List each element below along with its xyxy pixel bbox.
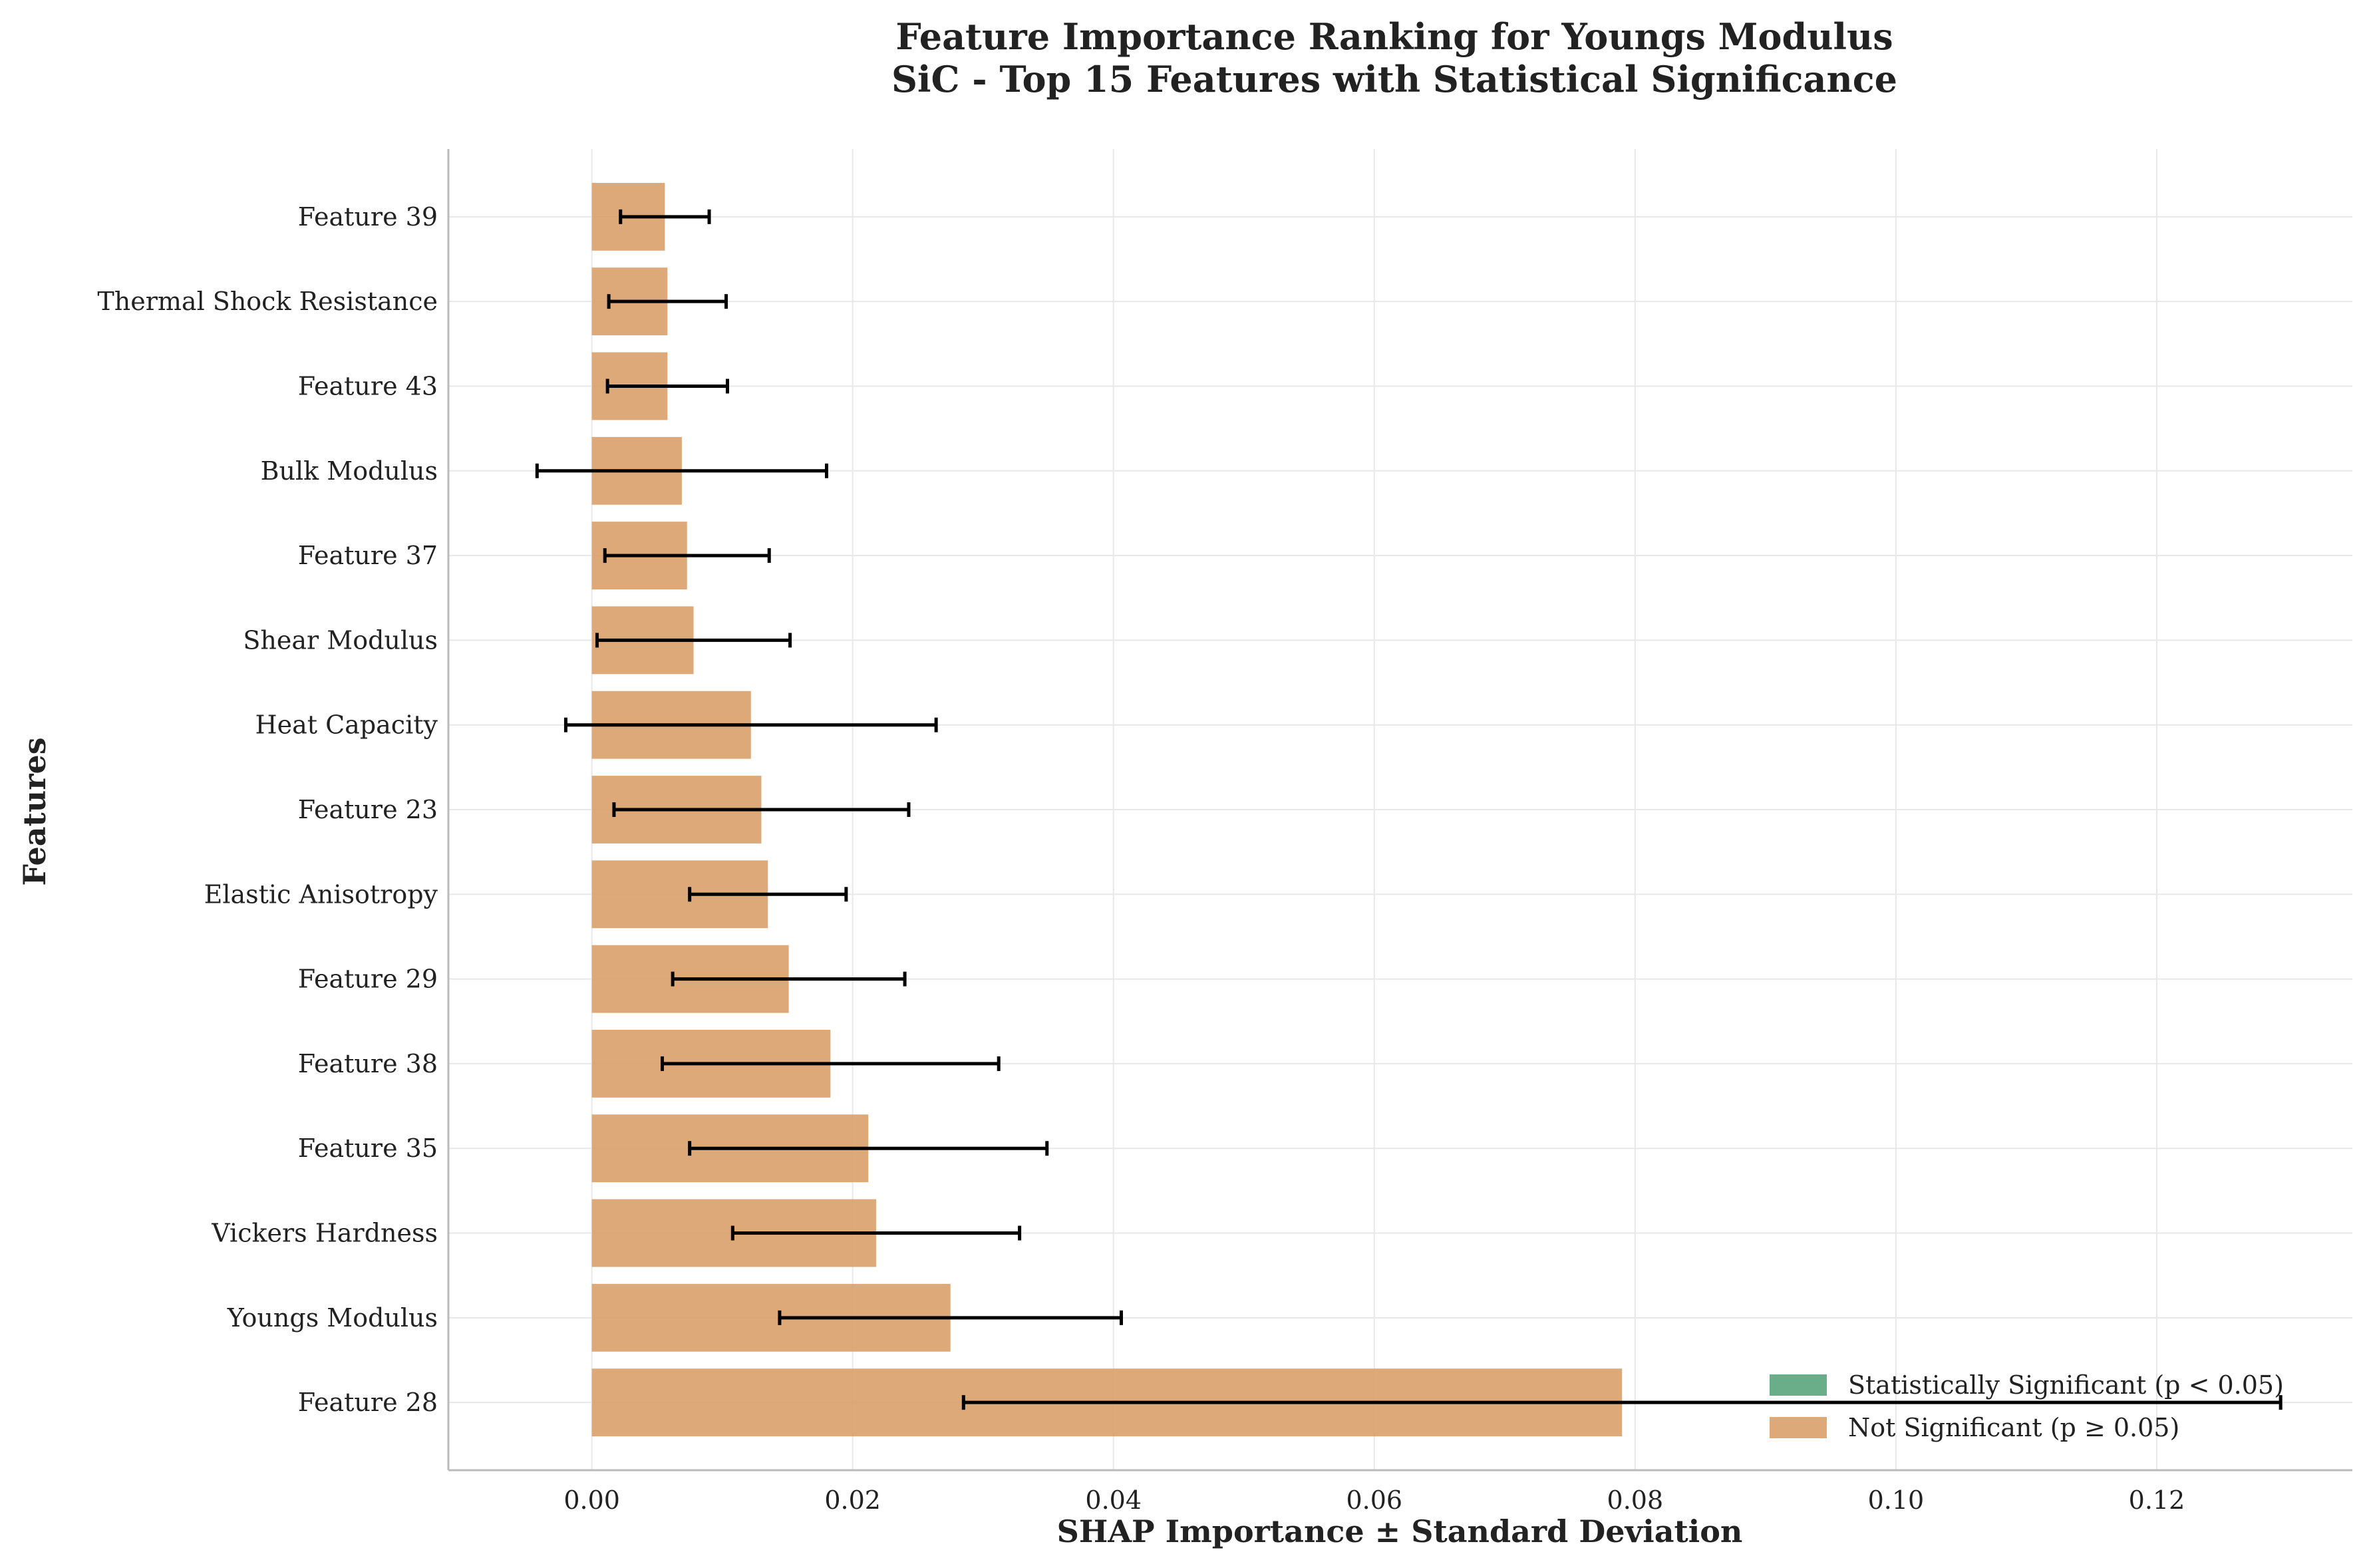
chart-subtitle: SiC - Top 15 Features with Statistical S… bbox=[891, 58, 1897, 100]
x-tick-label: 0.12 bbox=[2129, 1486, 2185, 1515]
y-tick-label: Thermal Shock Resistance bbox=[97, 287, 438, 316]
legend: Statistically Significant (p < 0.05) Not … bbox=[1770, 1370, 2284, 1442]
x-tick-label: 0.08 bbox=[1607, 1486, 1664, 1515]
y-tick-label: Bulk Modulus bbox=[261, 456, 438, 486]
y-tick-label: Feature 37 bbox=[298, 541, 438, 570]
y-tick-label: Feature 38 bbox=[298, 1049, 438, 1078]
y-tick-label: Feature 39 bbox=[298, 202, 438, 232]
y-tick-label: Feature 43 bbox=[298, 371, 438, 400]
legend-label: Statistically Significant (p < 0.05) bbox=[1848, 1370, 2284, 1400]
x-tick-label: 0.10 bbox=[1868, 1486, 1925, 1515]
axes-layer bbox=[447, 149, 2352, 1472]
y-tick-label: Feature 29 bbox=[298, 965, 438, 994]
x-tick-label: 0.02 bbox=[824, 1486, 881, 1515]
y-tick-label: Feature 28 bbox=[298, 1388, 438, 1417]
legend-label: Not Significant (p ≥ 0.05) bbox=[1848, 1413, 2179, 1442]
y-tick-label: Heat Capacity bbox=[255, 710, 438, 740]
error-bars-layer bbox=[535, 209, 2283, 1410]
y-tick-label: Vickers Hardness bbox=[211, 1219, 438, 1248]
x-tick-label: 0.00 bbox=[563, 1486, 620, 1515]
y-axis-label: Features bbox=[17, 737, 53, 885]
y-tick-label: Youngs Modulus bbox=[227, 1303, 438, 1333]
y-tick-label: Feature 35 bbox=[298, 1134, 438, 1163]
tick-labels-layer: 0.00 0.02 0.04 0.06 0.08 0.10 0.12 Feature 39 Th… bbox=[97, 202, 2185, 1515]
legend-swatch bbox=[1770, 1374, 1827, 1396]
x-axis-label: SHAP Importance ± Standard Deviation bbox=[1057, 1513, 1743, 1549]
y-tick-label: Shear Modulus bbox=[243, 625, 438, 655]
chart-title: Feature Importance Ranking for Youngs Mo… bbox=[895, 15, 1893, 58]
x-tick-label: 0.06 bbox=[1346, 1486, 1402, 1515]
y-tick-label: Feature 23 bbox=[298, 795, 438, 824]
y-tick-label: Elastic Anisotropy bbox=[204, 879, 438, 909]
legend-swatch bbox=[1770, 1417, 1827, 1438]
x-tick-label: 0.04 bbox=[1085, 1486, 1142, 1515]
